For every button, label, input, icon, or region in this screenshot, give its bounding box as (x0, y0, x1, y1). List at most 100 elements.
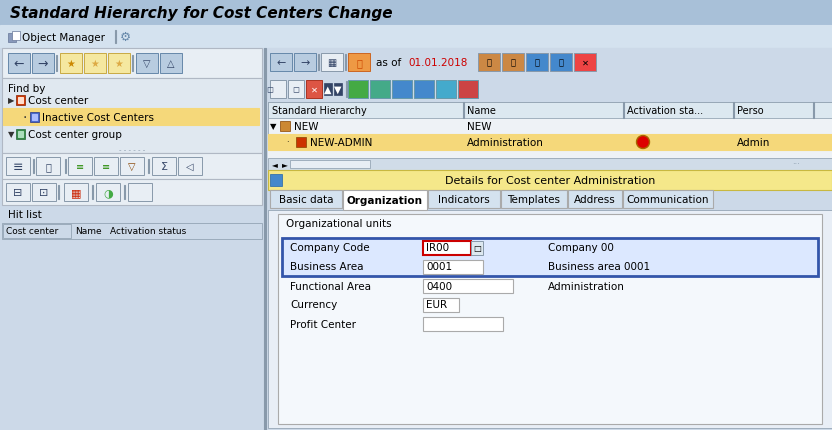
Text: Activation sta...: Activation sta... (627, 106, 703, 116)
Bar (288, 81, 304, 99)
Bar (334, 84, 342, 96)
Bar (92, 186, 93, 200)
Bar (268, 190, 832, 211)
Bar (343, 190, 427, 211)
Bar (18, 132, 23, 138)
Bar (346, 82, 347, 98)
Text: Company Code: Company Code (290, 243, 369, 253)
Bar (306, 81, 322, 99)
Bar (270, 190, 342, 209)
Bar (128, 184, 152, 202)
Text: ◻: ◻ (293, 85, 300, 94)
Text: Templates: Templates (508, 194, 560, 205)
Text: 💾: 💾 (558, 58, 563, 68)
Text: ▦: ▦ (71, 187, 82, 197)
Text: 📋: 📋 (511, 58, 516, 68)
Bar (423, 241, 471, 255)
Bar (270, 175, 282, 187)
Bar (32, 115, 37, 121)
Text: Perso: Perso (737, 106, 764, 116)
Text: ▽: ▽ (128, 162, 136, 172)
Text: Admin: Admin (737, 138, 770, 147)
Text: ►: ► (282, 160, 288, 169)
Bar (414, 81, 434, 99)
Text: ▼: ▼ (8, 130, 14, 139)
Text: Cost center: Cost center (6, 227, 58, 236)
Text: Details for Cost center Administration: Details for Cost center Administration (445, 175, 655, 186)
Text: ≡: ≡ (102, 162, 110, 172)
Text: 📁: 📁 (487, 58, 492, 68)
Bar (32, 54, 54, 74)
Text: ▼: ▼ (334, 85, 342, 95)
Bar (2, 79, 262, 154)
Text: EUR: EUR (426, 300, 447, 310)
Text: ▲: ▲ (324, 85, 332, 95)
Bar (0, 49, 832, 430)
Bar (264, 49, 266, 430)
Text: Hit list: Hit list (8, 209, 42, 219)
Text: NEW: NEW (294, 122, 319, 132)
Bar (160, 54, 182, 74)
Bar (132, 56, 133, 72)
Text: Organization: Organization (347, 196, 423, 206)
Bar (463, 103, 464, 119)
Bar (8, 54, 30, 74)
Bar (478, 54, 500, 72)
Text: Activation status: Activation status (110, 227, 186, 236)
Text: ◄: ◄ (272, 160, 278, 169)
Bar (36, 158, 60, 175)
Text: △: △ (167, 59, 175, 69)
Text: 🖨: 🖨 (534, 58, 539, 68)
Bar (178, 158, 202, 175)
Text: ←: ← (14, 57, 24, 71)
Bar (8, 34, 16, 43)
Bar (423, 298, 459, 312)
Text: Inactive Cost Centers: Inactive Cost Centers (42, 113, 154, 123)
Text: NEW-ADMIN: NEW-ADMIN (310, 138, 373, 147)
Bar (2, 49, 262, 79)
Bar (813, 103, 814, 119)
Text: ★: ★ (91, 59, 99, 69)
Text: ✕: ✕ (310, 85, 318, 94)
Bar (348, 54, 370, 72)
Circle shape (637, 137, 649, 149)
Text: Profit Center: Profit Center (290, 319, 356, 329)
Bar (96, 184, 120, 202)
Bar (280, 122, 290, 132)
Text: - - - - - -: - - - - - - (119, 147, 145, 153)
Bar (33, 160, 34, 174)
Text: ▦: ▦ (327, 58, 337, 68)
Text: Cost center: Cost center (28, 96, 88, 106)
Text: ◑: ◑ (103, 187, 113, 197)
Text: ≡: ≡ (12, 160, 23, 173)
Bar (124, 186, 125, 200)
Bar (94, 158, 118, 175)
Bar (12, 32, 20, 41)
Bar (84, 54, 106, 74)
Bar (294, 54, 316, 72)
Text: 01.01.2018: 01.01.2018 (408, 58, 468, 68)
Bar (428, 190, 499, 209)
Bar (268, 103, 832, 119)
Text: Standard Hierarchy: Standard Hierarchy (272, 106, 367, 116)
Bar (574, 54, 596, 72)
Bar (370, 81, 390, 99)
Bar (32, 184, 56, 202)
Text: ◻: ◻ (266, 85, 274, 94)
Bar (282, 239, 818, 276)
Text: ▼: ▼ (270, 122, 276, 131)
Text: Find by: Find by (8, 84, 46, 94)
Bar (115, 31, 116, 44)
Bar (471, 241, 483, 255)
Text: Communication: Communication (626, 194, 710, 205)
Bar (501, 190, 567, 209)
Bar (458, 81, 478, 99)
Bar (6, 158, 30, 175)
Text: ★: ★ (67, 59, 76, 69)
Bar (136, 54, 158, 74)
Text: ⊟: ⊟ (13, 187, 22, 197)
Text: ▽: ▽ (143, 59, 151, 69)
Bar (436, 81, 456, 99)
Text: ⊡: ⊡ (39, 187, 49, 197)
Bar (2, 154, 262, 180)
